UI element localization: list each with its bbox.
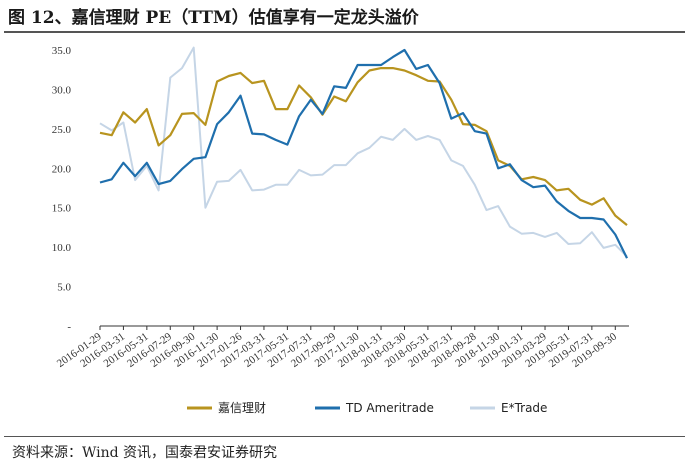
y-tick-label: 25.0 <box>52 124 72 136</box>
line-chart: -5.010.015.020.025.030.035.02016-01-2920… <box>52 45 629 415</box>
figure-title: 图 12、嘉信理财 PE（TTM）估值享有一定龙头溢价 <box>8 8 419 28</box>
y-tick-label: - <box>67 321 71 333</box>
y-tick-label: 20.0 <box>52 163 72 175</box>
source-rule <box>4 436 685 437</box>
y-tick-label: 30.0 <box>52 84 72 96</box>
y-tick-label: 15.0 <box>52 203 72 215</box>
y-tick-label: 10.0 <box>52 242 72 254</box>
chart-series <box>99 46 628 259</box>
source-note: 资料来源：Wind 资讯，国泰君安证券研究 <box>12 445 278 461</box>
y-tick-label: 5.0 <box>57 282 71 294</box>
legend-label: 嘉信理财 <box>218 401 266 415</box>
series-line-0 <box>99 66 628 226</box>
title-rule <box>4 31 685 33</box>
y-tick-label: 35.0 <box>52 45 72 57</box>
chart-legend: 嘉信理财 TD Ameritrade E*Trade <box>187 401 547 415</box>
legend-label: TD Ameritrade <box>345 401 434 415</box>
chart-axes: -5.010.015.020.025.030.035.02016-01-2920… <box>52 45 629 370</box>
series-line-1 <box>99 48 628 259</box>
legend-label: E*Trade <box>501 401 547 415</box>
series-line-2 <box>99 46 628 258</box>
